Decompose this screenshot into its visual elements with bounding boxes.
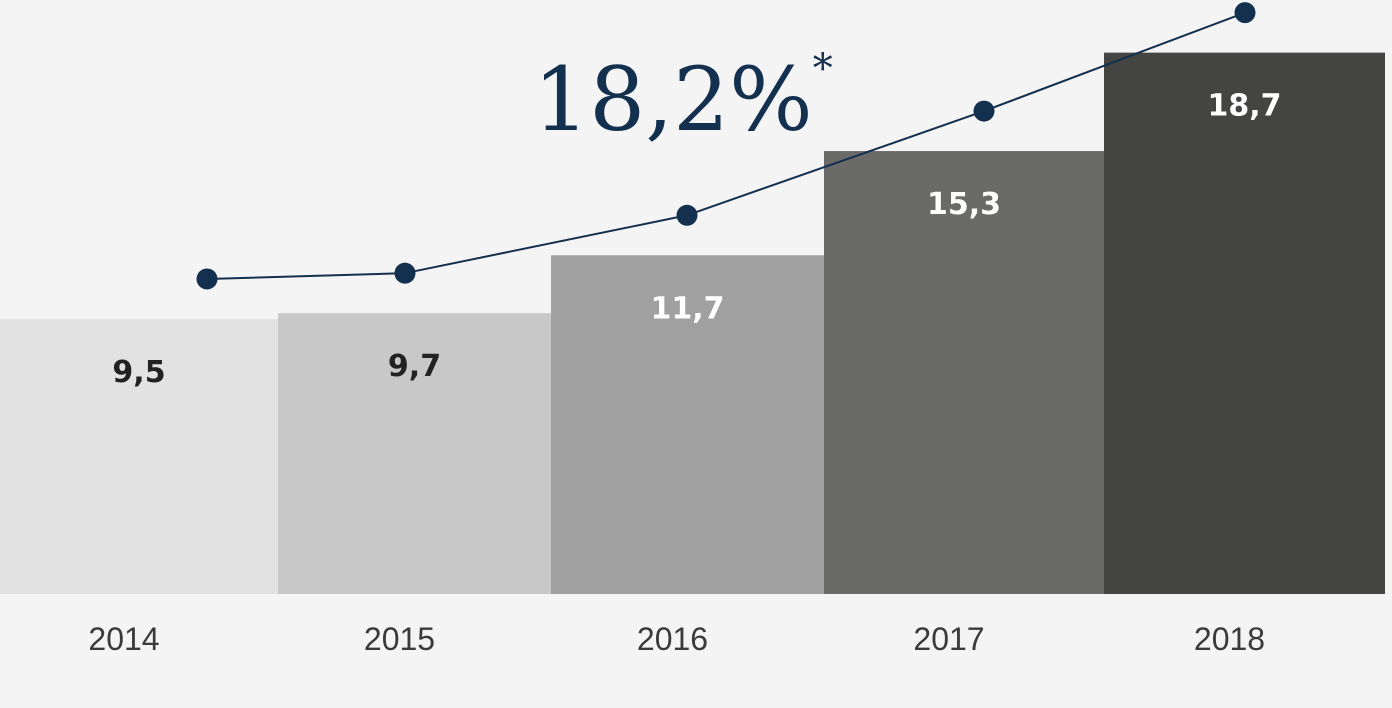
- bar-value-label-2016: 11,7: [650, 291, 724, 326]
- bar-2014: [0, 318, 278, 594]
- x-tick-label-2015: 2015: [364, 621, 435, 657]
- growth-headline: 18,2%*: [533, 46, 833, 151]
- bar-value-label-2015: 9,7: [388, 349, 441, 384]
- trend-line-group: [196, 2, 1256, 290]
- bar-2015: [278, 313, 551, 594]
- trend-marker-2014: [196, 268, 218, 290]
- bar-2017: [824, 151, 1104, 594]
- bars-group: [0, 52, 1385, 594]
- growth-headline-asterisk: *: [813, 46, 833, 92]
- growth-headline-value: 18,2%: [533, 48, 813, 151]
- x-axis-tick-labels: 2014 2015 2016 2017 2018: [88, 621, 1265, 657]
- bar-value-label-2014: 9,5: [112, 355, 165, 390]
- trend-marker-2016: [676, 204, 698, 226]
- trend-marker-2018: [1234, 2, 1256, 24]
- x-tick-label-2018: 2018: [1194, 621, 1265, 657]
- bar-2018: [1104, 52, 1385, 594]
- bar-2016: [551, 255, 824, 594]
- x-tick-label-2016: 2016: [637, 621, 708, 657]
- x-tick-label-2014: 2014: [88, 621, 159, 657]
- trend-marker-2015: [394, 262, 416, 284]
- bar-value-label-2018: 18,7: [1207, 89, 1281, 124]
- bar-value-labels: 9,5 9,7 11,7 15,3 18,7: [112, 89, 1281, 390]
- x-tick-label-2017: 2017: [913, 621, 984, 657]
- bar-value-label-2017: 15,3: [927, 187, 1001, 222]
- trend-marker-2017: [973, 100, 995, 122]
